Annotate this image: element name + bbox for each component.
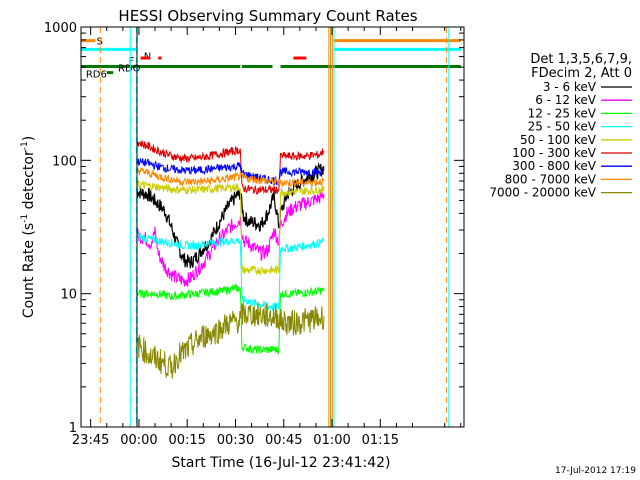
legend-label-7000-20000-kev: 7000 - 20000 keV [489, 186, 596, 200]
series-line-300-800-kev [136, 158, 325, 186]
legend-label-3-6-kev: 3 - 6 keV [543, 80, 597, 94]
legend-header-line-2: FDecim 2, Att 0 [531, 66, 632, 81]
x-tick-label: 00:15 [168, 433, 205, 448]
legend-label-25-50-kev: 25 - 50 keV [528, 120, 597, 134]
y-tick-label: 1 [69, 421, 77, 436]
x-tick-label: 00:45 [265, 433, 302, 448]
footer-timestamp: 17-Jul-2012 17:19 [555, 466, 636, 476]
flag-label-s: S [96, 37, 102, 48]
x-axis-label: Start Time (16-Jul-12 23:41:42) [171, 455, 390, 471]
x-tick-label: 00:00 [120, 433, 157, 448]
y-axis-label: Count Rate (s-1 detector-1) [20, 136, 37, 318]
legend: Det 1,3,5,6,7,9, FDecim 2, Att 0 3 - 6 k… [489, 52, 632, 200]
series-line-50-100-kev [136, 179, 325, 277]
flag-label-rd6: RD6 [86, 70, 107, 81]
series-line-6-12-kev [136, 190, 325, 287]
y-tick-label: 100 [52, 154, 77, 169]
vertical-markers-layer [99, 27, 450, 427]
axes: 23:45 00:00 00:15 00:30 00:45 01:00 01:15 1 10 10… [44, 21, 464, 448]
legend-label-6-12-kev: 6 - 12 keV [535, 93, 597, 107]
legend-label-100-300-kev: 100 - 300 keV [512, 146, 596, 160]
legend-label-12-25-kev: 12 - 25 keV [528, 106, 597, 120]
flag-label-rdo: RDO [118, 64, 141, 75]
y-tick-label: 10 [60, 288, 77, 303]
legend-label-50-100-kev: 50 - 100 keV [520, 133, 597, 147]
series-line-25-50-kev [136, 231, 325, 312]
series-line-100-300-kev [136, 140, 325, 195]
data-series-layer [136, 140, 325, 379]
series-line-3-6-kev [136, 161, 325, 269]
series-line-12-25-kev [136, 283, 325, 356]
x-tick-label: 01:15 [362, 433, 399, 448]
x-tick-label: 01:00 [313, 433, 350, 448]
x-tick-label: 23:45 [72, 433, 109, 448]
legend-label-800-7000-kev: 800 - 7000 keV [505, 172, 597, 186]
flag-label-f: F [129, 56, 135, 67]
status-flags-layer: SNFRDORD6 [81, 37, 461, 81]
y-tick-label: 1000 [44, 21, 77, 36]
legend-header-line-1: Det 1,3,5,6,7,9, [530, 52, 632, 67]
legend-label-300-800-kev: 300 - 800 keV [512, 159, 596, 173]
x-tick-label: 00:30 [217, 433, 254, 448]
chart-title: HESSI Observing Summary Count Rates [118, 7, 417, 25]
series-line-7000-20000-kev [136, 301, 325, 379]
series-line-800-7000-kev [136, 167, 325, 188]
plot-frame [80, 26, 465, 428]
